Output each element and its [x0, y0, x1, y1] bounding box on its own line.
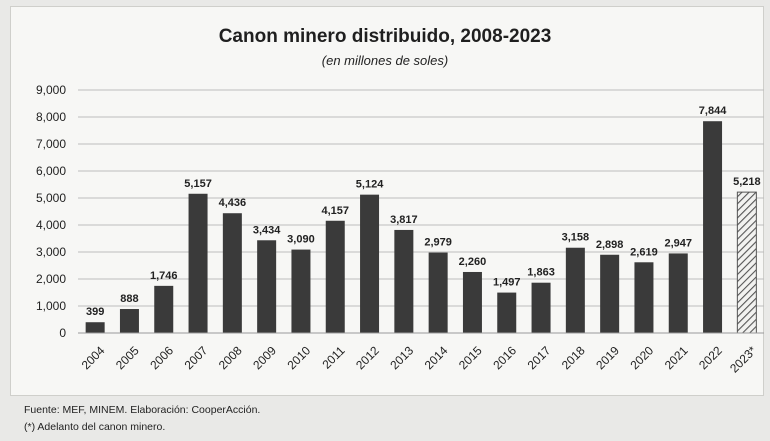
- data-label: 1,863: [527, 267, 555, 279]
- x-tick-label: 2018: [559, 343, 588, 372]
- y-tick-label: 1,000: [36, 299, 66, 313]
- y-tick-label: 7,000: [36, 137, 66, 151]
- bar: [188, 193, 208, 333]
- data-label: 2,947: [664, 237, 692, 249]
- bar: [703, 121, 723, 333]
- data-label: 3,817: [390, 214, 418, 226]
- data-label: 5,157: [184, 178, 212, 190]
- x-tick-label: 2010: [285, 343, 314, 372]
- x-tick-label: 2021: [662, 343, 691, 372]
- y-tick-label: 2,000: [36, 272, 66, 286]
- bar: [154, 285, 174, 333]
- data-label: 2,979: [424, 237, 452, 249]
- x-tick-label: 2016: [490, 343, 519, 372]
- x-tick-label: 2020: [628, 343, 657, 372]
- x-tick-label: 2004: [79, 343, 108, 372]
- data-label: 3,158: [562, 232, 590, 244]
- x-tick-label: 2005: [113, 343, 142, 372]
- x-tick-label: 2014: [422, 343, 451, 372]
- y-tick-label: 8,000: [36, 110, 66, 124]
- data-label: 1,746: [150, 270, 178, 282]
- chart-subtitle: (en millones de soles): [321, 53, 449, 68]
- bar: [462, 271, 482, 333]
- bar: [531, 282, 551, 333]
- bar: [85, 322, 105, 333]
- y-tick-label: 3,000: [36, 245, 66, 259]
- y-tick-label: 0: [59, 326, 66, 340]
- data-label: 2,260: [459, 256, 487, 268]
- data-label: 399: [86, 306, 104, 318]
- data-label: 1,497: [493, 277, 521, 289]
- bar: [428, 252, 448, 333]
- bar: [119, 309, 139, 333]
- footnote: (*) Adelanto del canon minero.: [24, 421, 166, 433]
- x-tick-label: 2006: [147, 343, 176, 372]
- x-tick-label: 2008: [216, 343, 245, 372]
- data-label: 3,434: [253, 224, 281, 236]
- x-tick-label: 2022: [696, 343, 725, 372]
- data-label: 4,436: [219, 197, 247, 209]
- bar: [736, 191, 757, 334]
- bar: [497, 292, 517, 333]
- data-label: 7,844: [699, 105, 727, 117]
- bar: [565, 247, 585, 333]
- x-tick-label: 2009: [250, 343, 279, 372]
- data-label: 4,157: [321, 205, 349, 217]
- bar: [291, 249, 311, 333]
- y-tick-label: 5,000: [36, 191, 66, 205]
- chart-title: Canon minero distribuido, 2008-2023: [218, 26, 552, 47]
- bar: [634, 262, 654, 333]
- bar: [600, 254, 620, 333]
- data-label: 3,090: [287, 234, 315, 246]
- data-label: 2,619: [630, 246, 658, 258]
- bar: [222, 213, 242, 333]
- x-tick-label: 2011: [319, 343, 347, 371]
- data-label: 5,218: [733, 176, 761, 188]
- x-tick-label: 2007: [182, 343, 211, 372]
- bar: [360, 194, 380, 333]
- chart-notes: Fuente: MEF, MINEM. Elaboración: CooperA…: [24, 402, 260, 436]
- x-tick-label: 2013: [387, 343, 416, 372]
- bar: [668, 253, 688, 333]
- x-tick-label: 2015: [456, 343, 485, 372]
- x-tick-label: 2023*: [727, 343, 759, 375]
- bar: [257, 240, 277, 333]
- data-label: 5,124: [356, 179, 384, 191]
- bar: [394, 229, 414, 333]
- source-note: Fuente: MEF, MINEM. Elaboración: CooperA…: [24, 404, 261, 416]
- data-label: 2,898: [596, 239, 624, 251]
- y-tick-label: 4,000: [36, 218, 66, 232]
- data-label: 888: [120, 293, 138, 305]
- x-tick-label: 2012: [353, 343, 382, 372]
- x-tick-label: 2017: [525, 343, 554, 372]
- y-tick-label: 6,000: [36, 164, 66, 178]
- x-tick-label: 2019: [593, 343, 622, 372]
- y-tick-label: 9,000: [36, 83, 66, 97]
- bar: [325, 220, 345, 333]
